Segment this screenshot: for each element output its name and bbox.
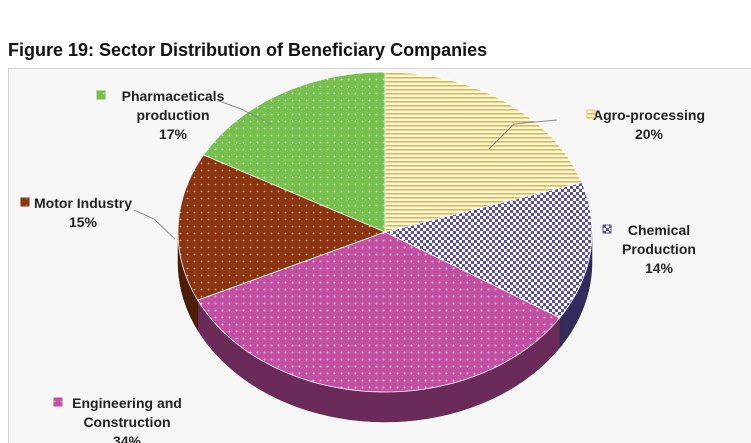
slice-value-label: 14%: [645, 260, 674, 276]
pie-slice-agro-processing: [384, 71, 583, 233]
slice-name-label: Chemical: [628, 222, 690, 238]
slice-name-label: Construction: [83, 414, 170, 430]
figure-title: Figure 19: Sector Distribution of Benefi…: [8, 40, 488, 60]
slice-value-label: 15%: [69, 214, 98, 230]
chart-area: Agro-processing 20% Chemical Production 14% E…: [8, 68, 751, 443]
pie-slice-chemical-production: [383, 182, 593, 319]
slice-name-label: Pharmaceticals: [122, 88, 225, 104]
slice-name-label: Production: [622, 241, 696, 257]
legend-marker: [53, 397, 63, 407]
pie-slice-pharmaceticals-production: [202, 71, 386, 233]
pie-slice-engineering-and-construction: [197, 231, 561, 393]
leader-line: [488, 119, 558, 150]
legend-marker: [96, 90, 106, 100]
slice-name-label: Motor Industry: [34, 195, 132, 211]
label-motor-industry: Motor Industry 15%: [20, 195, 176, 240]
slice-name-label: Agro-processing: [593, 107, 705, 123]
pie-chart: Agro-processing 20% Chemical Production 14% E…: [20, 71, 705, 443]
leader-line: [133, 209, 176, 240]
leader-line: [218, 100, 272, 125]
pie-slice-motor-industry: [177, 154, 387, 301]
slice-value-label: 17%: [159, 126, 188, 142]
slice-value-label: 34%: [113, 433, 142, 443]
legend-marker: [20, 197, 30, 207]
slice-name-label: Engineering and: [72, 395, 182, 411]
label-agro-processing: Agro-processing 20%: [488, 107, 705, 150]
label-pharmaceticals-production: Pharmaceticals production 17%: [96, 88, 272, 142]
label-chemical-production: Chemical Production 14%: [602, 222, 696, 276]
legend-marker: [586, 109, 596, 119]
label-engineering-and-construction: Engineering and Construction 34%: [53, 395, 182, 443]
legend-marker: [602, 224, 612, 234]
slice-name-label: production: [136, 107, 209, 123]
slice-value-label: 20%: [635, 126, 664, 142]
